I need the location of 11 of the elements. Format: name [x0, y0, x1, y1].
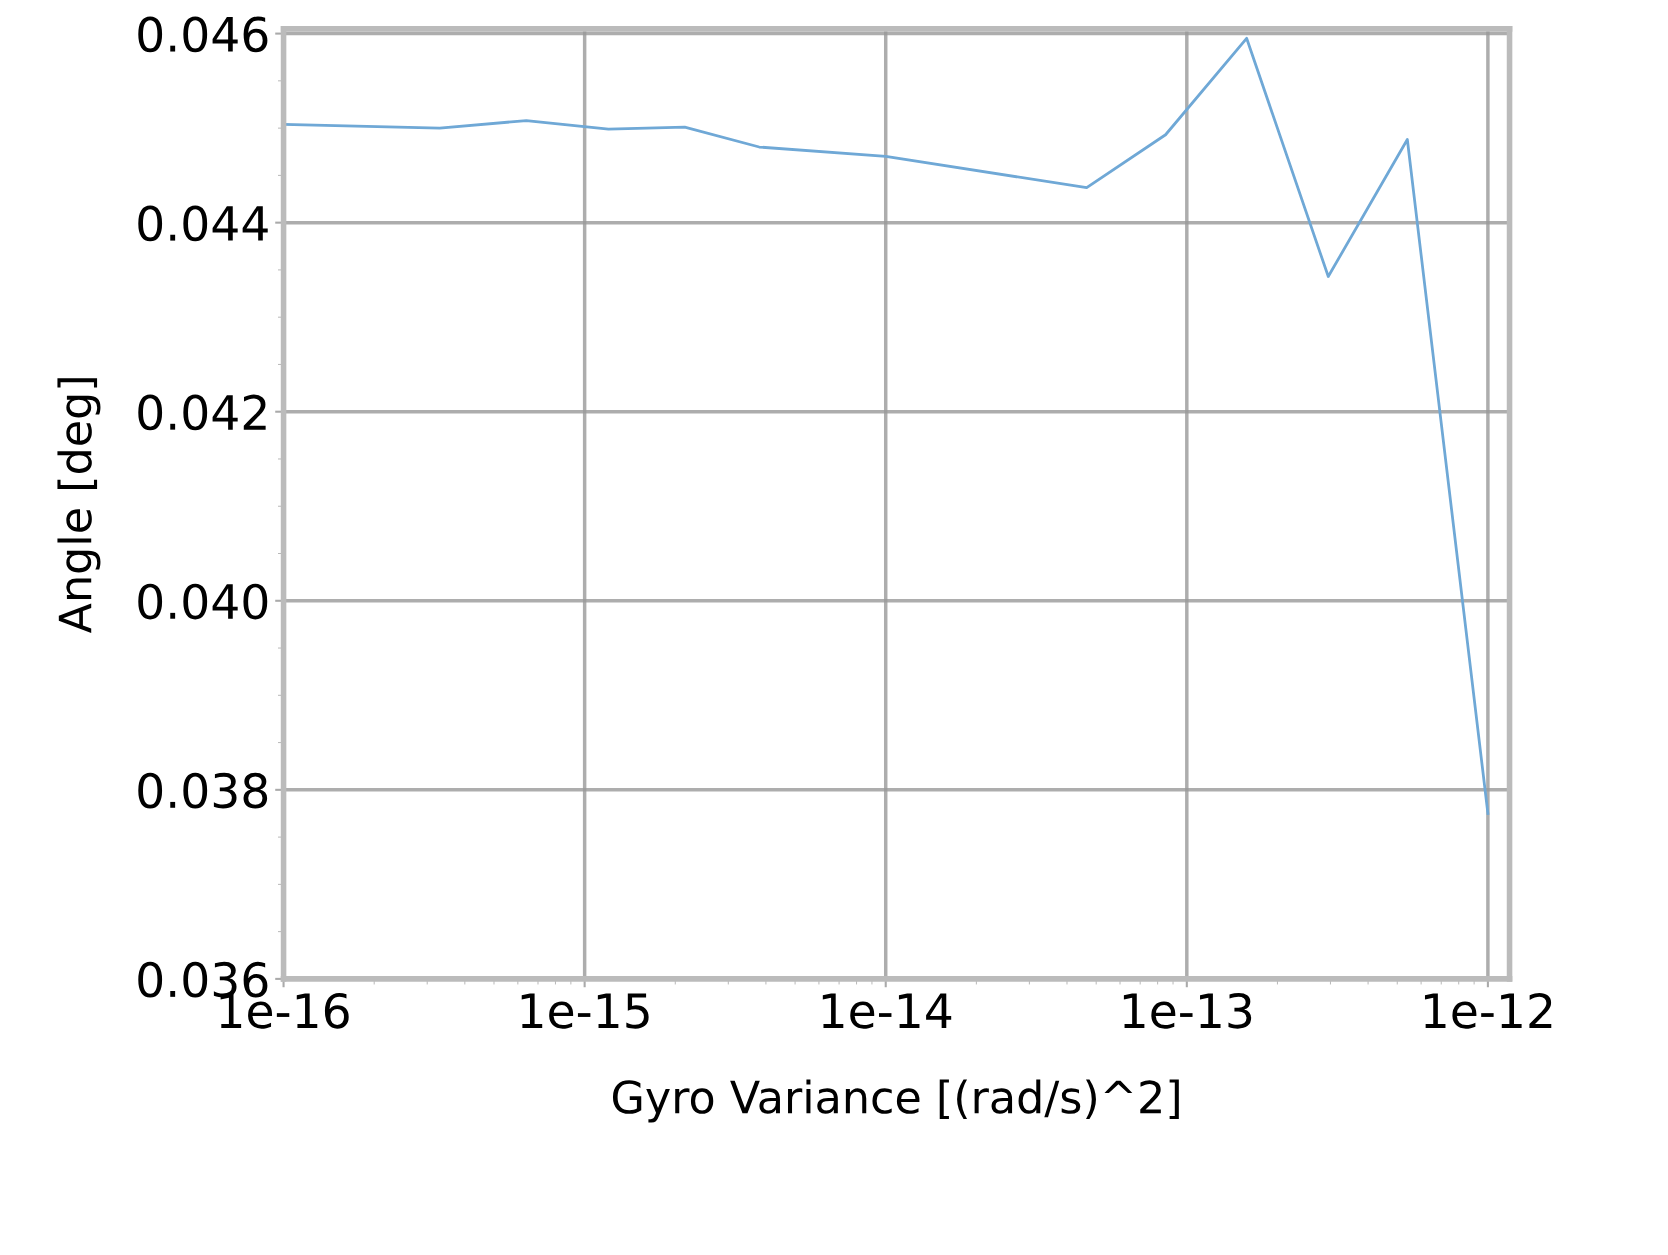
- x-tick-label: 1e-15: [521, 993, 649, 1029]
- x-tick-label: 1e-13: [1123, 992, 1252, 1029]
- x-tick-label: 1e-12: [1424, 992, 1552, 1029]
- x-tick-label: 1e-14: [822, 993, 952, 1029]
- y-tick-label: 0.044: [138, 205, 268, 242]
- x-axis-title: Gyro Variance [(rad/s)^2]: [612, 1079, 1179, 1123]
- y-tick-label: 0.038: [138, 772, 268, 809]
- y-axis-title: Angle [deg]: [57, 378, 101, 634]
- y-tick-label: 0.046: [138, 16, 268, 53]
- y-tick-label: 0.040: [138, 583, 268, 620]
- y-tick-label: 0.042: [138, 394, 266, 431]
